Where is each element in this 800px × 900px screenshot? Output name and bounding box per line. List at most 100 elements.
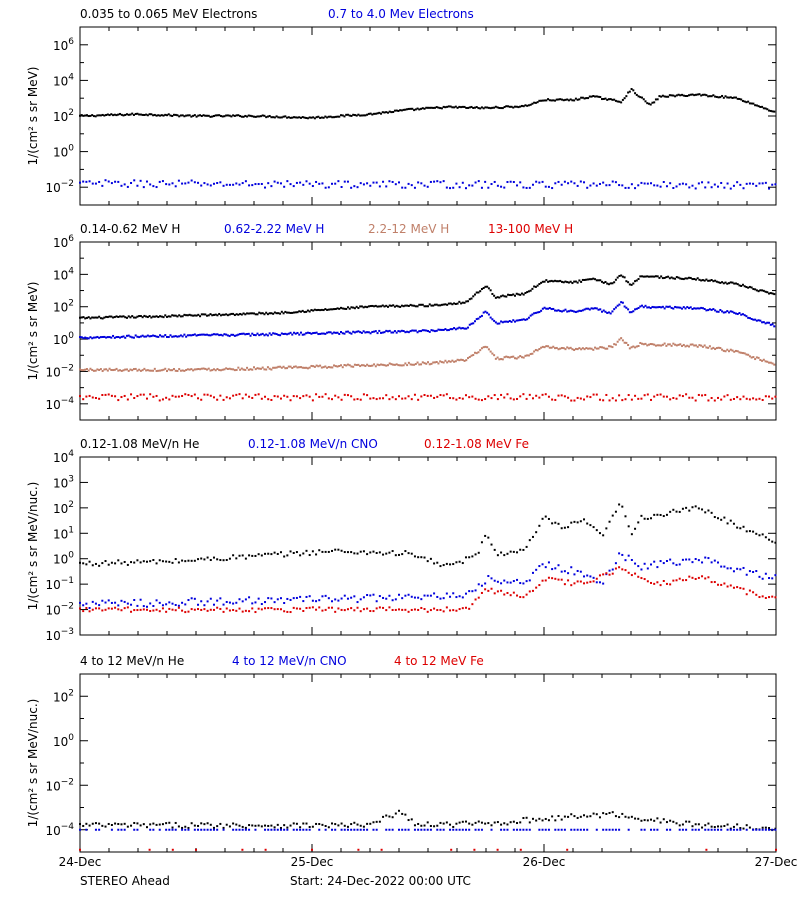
data-point <box>764 395 767 398</box>
data-point <box>289 311 292 314</box>
data-point <box>608 573 611 576</box>
data-point <box>113 113 116 116</box>
data-point <box>273 826 276 829</box>
data-point <box>715 95 718 98</box>
data-point <box>289 183 292 186</box>
data-point <box>385 394 388 397</box>
data-point <box>685 558 688 561</box>
data-point <box>145 335 148 338</box>
data-point <box>519 596 522 599</box>
data-point <box>672 187 675 190</box>
data-point <box>595 307 598 310</box>
data-point <box>404 550 407 553</box>
data-point <box>289 399 292 402</box>
data-point <box>464 828 467 831</box>
data-point <box>302 609 305 612</box>
data-point <box>697 559 700 562</box>
data-point <box>101 184 104 187</box>
data-point <box>602 309 605 312</box>
data-point <box>506 823 509 826</box>
data-point <box>531 535 534 538</box>
data-point <box>136 822 139 825</box>
data-point <box>755 356 758 359</box>
data-point <box>774 183 777 186</box>
data-point <box>390 111 393 114</box>
data-point <box>276 598 279 601</box>
data-point <box>195 334 198 337</box>
data-point <box>585 347 588 350</box>
data-point <box>367 364 370 367</box>
data-point <box>579 520 582 523</box>
data-point <box>225 183 228 186</box>
data-point <box>127 334 130 337</box>
data-point <box>587 97 590 100</box>
data-point <box>336 307 339 310</box>
data-point <box>171 826 174 829</box>
data-point <box>346 825 349 828</box>
data-point <box>508 356 511 359</box>
data-point <box>736 396 739 399</box>
data-point <box>555 98 558 101</box>
data-point <box>327 597 330 600</box>
data-point <box>206 822 209 825</box>
data-point <box>136 184 139 187</box>
data-point <box>184 182 187 185</box>
data-point <box>758 397 761 400</box>
data-point <box>522 293 525 296</box>
data-point <box>576 184 579 187</box>
data-point <box>750 102 753 105</box>
data-point <box>89 367 92 370</box>
data-point <box>672 820 675 823</box>
data-point <box>624 398 627 401</box>
data-point <box>573 99 576 102</box>
data-point <box>662 515 665 518</box>
data-point <box>560 828 563 831</box>
data-point <box>416 361 419 364</box>
data-point <box>238 607 241 610</box>
data-point <box>623 341 626 344</box>
data-point <box>774 395 777 398</box>
data-point <box>461 181 464 184</box>
data-point <box>193 181 196 184</box>
data-point <box>237 313 240 316</box>
data-point <box>663 276 666 279</box>
data-point <box>759 105 762 108</box>
data-point <box>562 309 565 312</box>
data-point <box>366 594 369 597</box>
data-point <box>142 823 145 826</box>
data-point <box>181 114 184 117</box>
data-point <box>110 336 113 339</box>
data-point <box>665 513 668 516</box>
data-point <box>672 307 675 310</box>
data-point <box>517 356 520 359</box>
data-point <box>197 313 200 316</box>
data-point <box>239 333 242 336</box>
data-point <box>165 822 168 825</box>
data-point <box>122 369 125 372</box>
data-point <box>551 577 554 580</box>
data-point <box>531 352 534 355</box>
data-point <box>222 184 225 187</box>
data-point <box>143 367 146 370</box>
data-point <box>611 180 614 183</box>
data-point <box>298 310 301 313</box>
data-point <box>248 184 251 187</box>
y-axis-label: 1/(cm² s sr MeV/nuc.) <box>26 699 40 828</box>
data-point <box>653 582 656 585</box>
data-point <box>519 548 522 551</box>
data-point <box>461 397 464 400</box>
data-point <box>122 114 125 117</box>
data-point <box>267 828 270 831</box>
data-point <box>254 828 257 831</box>
data-point <box>294 365 297 368</box>
x-tick-label: 25-Dec <box>291 855 334 869</box>
data-point <box>289 550 292 553</box>
data-point <box>235 828 238 831</box>
data-point <box>618 274 621 277</box>
data-point <box>453 360 456 363</box>
data-point <box>310 116 313 119</box>
data-point <box>524 291 527 294</box>
data-point <box>554 521 557 524</box>
data-point <box>606 282 609 285</box>
